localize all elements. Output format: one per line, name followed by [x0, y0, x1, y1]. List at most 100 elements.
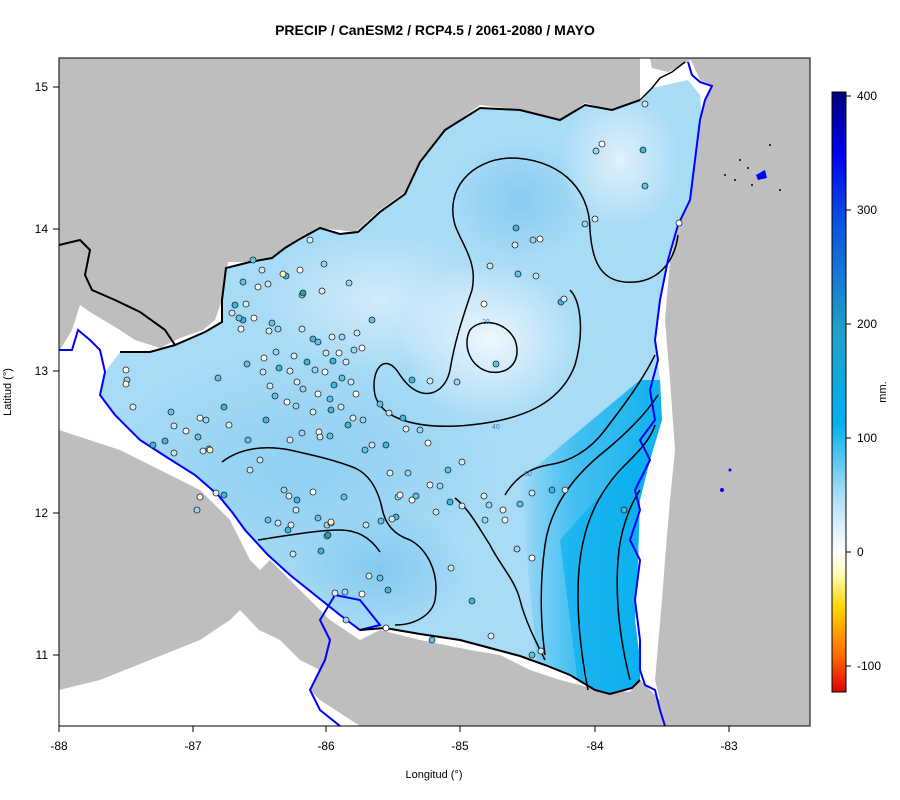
- contour-40-south: [257, 529, 381, 553]
- station-marker: [514, 270, 522, 278]
- station-marker: [359, 416, 367, 424]
- station-marker: [426, 377, 434, 385]
- station-marker: [358, 344, 366, 352]
- station-marker: [314, 338, 322, 346]
- station-marker: [322, 349, 330, 357]
- station-marker: [641, 100, 649, 108]
- station-marker: [318, 287, 326, 295]
- map-title: PRECIP / CanESM2 / RCP4.5 / 2061-2080 / …: [275, 22, 595, 38]
- x-tick-label: -86: [317, 739, 335, 753]
- station-marker: [293, 378, 301, 386]
- y-tick-label: 13: [35, 364, 49, 378]
- station-marker: [242, 300, 250, 308]
- station-marker: [324, 531, 332, 539]
- station-marker: [129, 403, 137, 411]
- station-marker: [528, 489, 536, 497]
- cay-4: [751, 184, 753, 186]
- contour-80: [540, 394, 659, 656]
- station-marker: [458, 458, 466, 466]
- station-marker: [512, 224, 520, 232]
- station-marker: [338, 333, 346, 341]
- station-marker: [384, 586, 392, 594]
- station-marker: [362, 521, 370, 529]
- station-marker: [271, 392, 279, 400]
- cay-3: [734, 179, 736, 181]
- colorbar: 400 300 200 100 0 -100 mm.: [831, 89, 889, 693]
- station-marker: [331, 589, 339, 597]
- station-marker: [408, 496, 416, 504]
- station-marker: [342, 358, 350, 366]
- x-tick-label: -83: [720, 739, 738, 753]
- north-inlet: [639, 61, 686, 101]
- station-marker: [327, 518, 335, 526]
- station-marker: [149, 441, 157, 449]
- station-marker: [365, 572, 373, 580]
- station-marker: [352, 390, 360, 398]
- station-marker: [266, 382, 274, 390]
- station-marker: [548, 486, 556, 494]
- station-marker: [436, 482, 444, 490]
- station-marker: [317, 547, 325, 555]
- station-marker: [528, 651, 536, 659]
- station-marker: [516, 500, 524, 508]
- station-marker: [260, 354, 268, 362]
- station-marker: [167, 408, 175, 416]
- station-marker: [447, 564, 455, 572]
- station-marker: [293, 496, 301, 504]
- y-tick-label: 14: [35, 222, 49, 236]
- station-marker: [306, 236, 314, 244]
- station-marker: [486, 262, 494, 270]
- station-marker: [321, 368, 329, 376]
- station-marker: [480, 300, 488, 308]
- cay-2: [747, 167, 749, 169]
- contours: [221, 157, 679, 691]
- station-marker: [298, 325, 306, 333]
- station-marker: [170, 422, 178, 430]
- station-marker: [639, 146, 647, 154]
- station-marker: [492, 360, 500, 368]
- station-marker: [292, 402, 300, 410]
- y-axis-label: Latitud (°): [2, 368, 14, 416]
- plot-frame: [58, 57, 811, 727]
- station-marker: [341, 588, 349, 596]
- station-marker: [265, 327, 273, 335]
- station-marker: [532, 272, 540, 280]
- contour-label-20: 20: [482, 319, 490, 326]
- station-marker: [287, 521, 295, 529]
- station-marker: [246, 466, 254, 474]
- cay-1: [739, 159, 741, 161]
- colorbar-tick-label: 0: [857, 545, 864, 559]
- contour-40-central: [373, 224, 582, 427]
- station-marker: [376, 574, 384, 582]
- station-marker: [262, 416, 270, 424]
- x-tick-label: -84: [586, 739, 604, 753]
- station-marker: [340, 493, 348, 501]
- station-marker: [264, 280, 272, 288]
- y-tick-label: 12: [35, 506, 49, 520]
- station-marker: [501, 516, 509, 524]
- station-marker: [329, 357, 337, 365]
- station-marker: [309, 408, 317, 416]
- station-marker: [424, 439, 432, 447]
- station-marker: [292, 506, 300, 514]
- station-marker: [382, 441, 390, 449]
- station-marker: [338, 374, 346, 382]
- station-marker: [212, 489, 220, 497]
- station-marker: [314, 390, 322, 398]
- station-marker: [402, 425, 410, 433]
- y-axis: 11 12 13 14 15 Latitud (°): [2, 80, 59, 662]
- island-2: [728, 468, 732, 472]
- station-marker: [225, 421, 233, 429]
- contour-label-40: 40: [492, 424, 500, 431]
- station-marker: [285, 492, 293, 500]
- station-marker: [264, 516, 272, 524]
- station-marker: [202, 416, 210, 424]
- station-marker: [458, 502, 466, 510]
- station-marker: [376, 400, 384, 408]
- southwest-land: [59, 430, 270, 690]
- station-marker: [426, 481, 434, 489]
- x-tick-label: -87: [184, 739, 202, 753]
- station-marker: [468, 597, 476, 605]
- station-marker: [280, 486, 288, 494]
- pacific-coastline: [59, 328, 382, 726]
